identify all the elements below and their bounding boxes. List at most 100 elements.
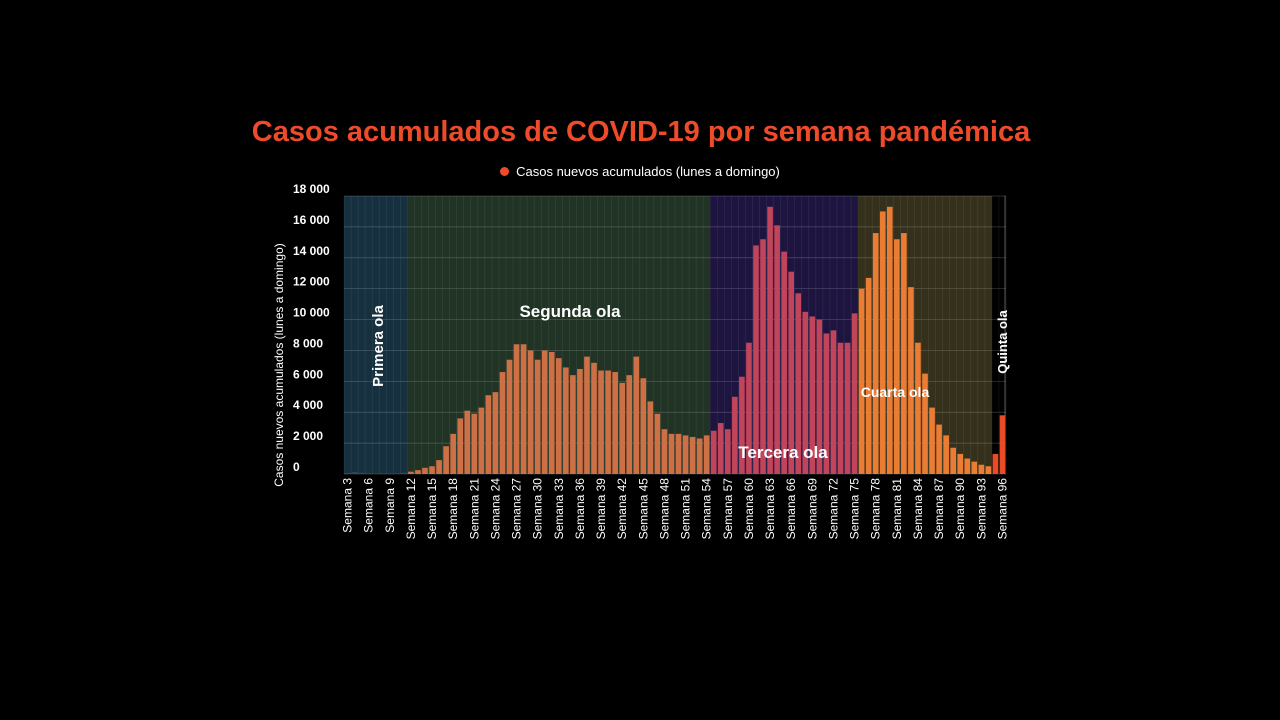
bar-semana-73 xyxy=(837,342,844,474)
x-tick-label: Semana 6 xyxy=(362,478,376,533)
bar-semana-68 xyxy=(802,311,809,474)
y-tick-label: 6 000 xyxy=(293,367,323,381)
bar-semana-40 xyxy=(605,370,611,474)
x-tick-label: Semana 72 xyxy=(826,478,840,540)
bar-semana-7 xyxy=(372,473,379,475)
bar-semana-55 xyxy=(710,430,717,474)
bar-semana-60 xyxy=(746,342,752,474)
bar-semana-96 xyxy=(999,415,1006,474)
bar-semana-59 xyxy=(739,376,745,474)
x-tick-label: Semana 30 xyxy=(531,478,545,540)
bar-semana-67 xyxy=(795,293,802,474)
x-tick-label: Semana 36 xyxy=(573,478,587,540)
x-tick-label: Semana 96 xyxy=(995,478,1009,540)
bar-semana-62 xyxy=(760,239,766,474)
y-tick-label: 8 000 xyxy=(293,336,323,350)
bar-semana-26 xyxy=(506,359,513,474)
y-tick-label: 14 000 xyxy=(293,244,330,258)
x-tick-label: Semana 27 xyxy=(510,478,524,540)
bar-semana-56 xyxy=(717,423,724,474)
bar-semana-12 xyxy=(408,471,414,474)
bar-semana-80 xyxy=(886,206,893,475)
x-tick-label: Semana 18 xyxy=(446,478,460,540)
wave-label-3: Tercera ola xyxy=(738,443,828,462)
bar-semana-64 xyxy=(774,225,780,474)
bar-semana-5 xyxy=(358,472,365,474)
bar-semana-16 xyxy=(436,460,442,474)
x-tick-label: Semana 63 xyxy=(763,478,777,540)
bar-semana-50 xyxy=(675,433,682,474)
x-tick-label: Semana 12 xyxy=(404,478,418,540)
x-tick-label: Semana 24 xyxy=(488,478,502,540)
x-tick-label: Semana 93 xyxy=(974,478,988,540)
bar-semana-44 xyxy=(633,356,640,474)
bar-semana-92 xyxy=(971,461,978,474)
bar-semana-63 xyxy=(767,206,773,475)
x-tick-label: Semana 21 xyxy=(467,478,481,540)
x-tick-label: Semana 57 xyxy=(721,478,735,540)
bar-semana-74 xyxy=(844,342,851,474)
bar-semana-23 xyxy=(485,395,492,474)
x-tick-label: Semana 90 xyxy=(953,478,967,540)
bar-semana-31 xyxy=(541,350,548,474)
bar-semana-19 xyxy=(457,418,464,474)
bar-semana-43 xyxy=(626,375,633,474)
x-tick-label: Semana 75 xyxy=(848,478,862,540)
bar-semana-51 xyxy=(682,435,689,474)
x-tick-label: Semana 3 xyxy=(341,478,355,533)
x-tick-label: Semana 69 xyxy=(805,478,819,540)
bar-semana-39 xyxy=(598,370,604,474)
bar-semana-93 xyxy=(978,464,985,474)
bar-semana-29 xyxy=(527,350,534,474)
x-tick-label: Semana 54 xyxy=(700,478,714,540)
x-tick-label: Semana 42 xyxy=(615,478,629,540)
bar-semana-9 xyxy=(386,473,393,475)
y-axis-label: Casos nuevos acumulados (lunes a domingo… xyxy=(272,243,286,486)
y-tick-label: 16 000 xyxy=(293,213,330,227)
bar-semana-6 xyxy=(365,473,372,474)
bar-semana-88 xyxy=(943,435,949,474)
bar-semana-14 xyxy=(422,467,428,474)
bar-semana-86 xyxy=(929,407,935,474)
legend-marker-icon xyxy=(500,167,510,177)
x-tick-label: Semana 45 xyxy=(636,478,650,540)
chart-legend: Casos nuevos acumulados (lunes a domingo… xyxy=(0,164,1280,179)
bar-semana-72 xyxy=(830,330,837,474)
x-tick-label: Semana 81 xyxy=(890,478,904,540)
x-tick-label: Semana 51 xyxy=(679,478,693,540)
x-tick-label: Semana 9 xyxy=(383,478,397,533)
bar-semana-66 xyxy=(788,271,795,474)
bar-semana-69 xyxy=(809,316,816,474)
x-tick-label: Semana 15 xyxy=(425,478,439,540)
bar-semana-35 xyxy=(570,375,576,474)
bar-semana-33 xyxy=(555,358,562,474)
bar-semana-78 xyxy=(872,233,879,474)
wave-background-1 xyxy=(344,196,408,474)
bar-semana-37 xyxy=(584,356,590,474)
bar-semana-21 xyxy=(471,413,478,474)
wave-label-5: Quinta ola xyxy=(995,309,1010,373)
bar-semana-84 xyxy=(915,342,921,474)
bar-semana-48 xyxy=(661,429,668,474)
bar-semana-17 xyxy=(443,446,449,474)
bar-semana-27 xyxy=(513,344,520,474)
bar-semana-46 xyxy=(647,401,654,474)
bar-semana-45 xyxy=(640,378,647,474)
bar-semana-49 xyxy=(668,433,675,474)
bar-semana-11 xyxy=(401,472,407,474)
y-tick-label: 4 000 xyxy=(293,398,323,412)
bar-semana-89 xyxy=(950,447,957,474)
bar-semana-38 xyxy=(591,362,597,474)
bar-semana-81 xyxy=(894,239,900,474)
bar-semana-3 xyxy=(344,473,351,474)
bar-semana-70 xyxy=(816,319,823,474)
x-tick-label: Semana 87 xyxy=(932,478,946,540)
x-tick-label: Semana 33 xyxy=(552,478,566,540)
bar-semana-13 xyxy=(415,470,421,474)
x-tick-label: Semana 39 xyxy=(594,478,608,540)
x-tick-label: Semana 48 xyxy=(657,478,671,540)
bar-semana-75 xyxy=(851,313,858,474)
bar-semana-83 xyxy=(908,287,914,474)
bar-semana-77 xyxy=(865,277,872,474)
bar-semana-36 xyxy=(577,368,583,474)
